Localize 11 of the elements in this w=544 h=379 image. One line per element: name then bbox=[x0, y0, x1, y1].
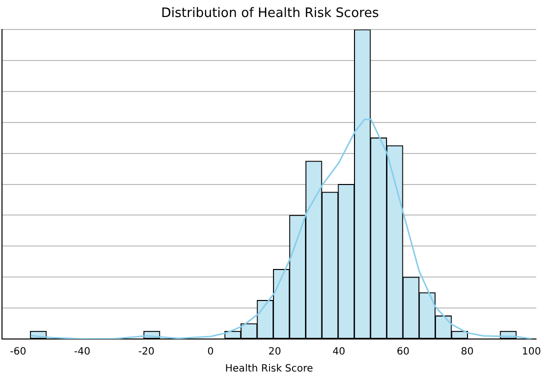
x-tick-label: 20 bbox=[268, 346, 282, 358]
chart-title: Distribution of Health Risk Scores bbox=[161, 6, 380, 22]
x-tick-label: -40 bbox=[74, 346, 90, 358]
x-tick-label: -60 bbox=[10, 346, 26, 358]
x-axis-title: Health Risk Score bbox=[225, 364, 314, 375]
x-tick-label: -20 bbox=[138, 346, 155, 358]
x-tick-label: 100 bbox=[522, 346, 541, 358]
x-tick-label: 0 bbox=[207, 346, 214, 358]
x-tick-label: 60 bbox=[396, 346, 410, 358]
x-tick-label: 40 bbox=[332, 346, 346, 358]
x-tick-label: 80 bbox=[460, 346, 474, 358]
